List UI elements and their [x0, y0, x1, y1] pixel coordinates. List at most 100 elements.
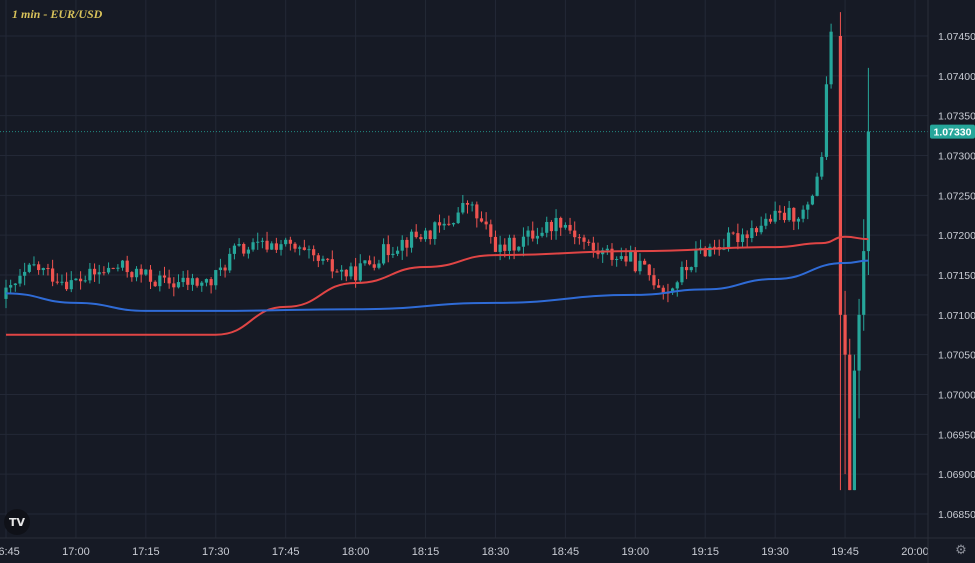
candle-down [493, 230, 498, 252]
candle-down [754, 226, 759, 236]
y-tick-label: 1.07300 [938, 151, 975, 163]
candle-up [181, 270, 185, 287]
x-tick-label: 17:15 [132, 546, 160, 558]
candle-up [116, 264, 120, 272]
candle-up [820, 152, 824, 180]
candle-down [647, 263, 651, 281]
candle-down [531, 221, 535, 242]
gear-icon[interactable]: ⚙ [955, 543, 967, 558]
candle-up [69, 271, 73, 293]
candle-up [498, 235, 502, 261]
candle-down [46, 263, 50, 276]
candle-up [284, 237, 288, 247]
candle-down [405, 237, 409, 257]
candle-up [563, 222, 567, 230]
x-tick-label: 18:45 [552, 546, 580, 558]
candle-up [796, 217, 801, 230]
ma-line-slow [5, 259, 869, 312]
candle-up [251, 238, 255, 252]
y-tick-label: 1.07200 [938, 230, 975, 242]
candle-down [186, 270, 190, 291]
candle-down [293, 242, 297, 253]
candle-up [764, 213, 768, 230]
candle-down [437, 214, 442, 233]
candle-down [55, 273, 59, 285]
candle-up [307, 245, 311, 259]
candle-up [18, 268, 22, 287]
candle-up [698, 239, 703, 254]
x-tick-label: 16:45 [0, 546, 20, 558]
y-tick-label: 1.07400 [938, 71, 975, 83]
candle-up [400, 235, 404, 260]
candle-up [32, 256, 36, 267]
candle-down [386, 235, 390, 263]
x-tick-label: 19:15 [691, 546, 719, 558]
candle-down [195, 277, 199, 288]
candle-up [395, 246, 400, 257]
candle-down [778, 205, 782, 221]
candle-up [461, 194, 465, 215]
candle-down [92, 263, 97, 282]
candle-up [470, 201, 474, 212]
candle-down [484, 212, 488, 230]
candle-up [601, 247, 605, 263]
spike-candles-layer [838, 12, 870, 491]
candle-down [330, 250, 334, 279]
candle-down [489, 219, 493, 244]
candle-down [139, 264, 143, 283]
candle-up [88, 262, 92, 284]
candle-down [843, 290, 847, 475]
candle-up [158, 270, 162, 292]
candle-up [689, 266, 693, 273]
candle-down [745, 230, 749, 248]
candle-down [316, 253, 320, 268]
candle-up [134, 266, 139, 282]
x-tick-label: 19:45 [831, 546, 859, 558]
candle-up [824, 76, 829, 160]
candle-down [573, 221, 577, 245]
candle-up [554, 209, 558, 240]
candle-down [582, 234, 586, 250]
candle-up [852, 354, 856, 491]
candle-down [242, 242, 246, 257]
candle-up [638, 253, 642, 275]
candle-down [465, 200, 470, 214]
candle-up [423, 227, 428, 242]
candle-down [37, 261, 41, 275]
candle-up [237, 238, 241, 247]
candle-down [302, 239, 306, 251]
candle-up [256, 232, 260, 250]
candle-down [782, 206, 787, 223]
candle-up [349, 262, 353, 280]
candle-down [130, 271, 134, 282]
candle-up [176, 274, 181, 289]
candle-up [708, 243, 712, 257]
candle-up [106, 262, 111, 275]
candle-up [232, 243, 237, 260]
candle-down [344, 269, 348, 282]
candle-up [675, 280, 679, 297]
candle-up [535, 227, 540, 245]
candle-down [162, 266, 167, 284]
candle-up [41, 267, 45, 276]
candle-down [111, 267, 115, 270]
candle-up [270, 241, 274, 250]
last-price-label: 1.07330 [934, 127, 972, 139]
candle-up [260, 237, 264, 249]
candle-down [335, 269, 339, 273]
candle-down [428, 229, 432, 245]
x-tick-label: 18:15 [412, 546, 440, 558]
candle-up [120, 260, 125, 271]
candle-up [144, 269, 148, 276]
candle-down [153, 280, 157, 287]
y-tick-label: 1.06950 [938, 429, 975, 441]
candle-up [27, 262, 31, 274]
x-tick-label: 18:30 [482, 546, 510, 558]
candle-down [587, 239, 591, 246]
candle-up [200, 281, 204, 292]
candles-layer [4, 23, 833, 309]
x-tick-label: 19:30 [761, 546, 789, 558]
